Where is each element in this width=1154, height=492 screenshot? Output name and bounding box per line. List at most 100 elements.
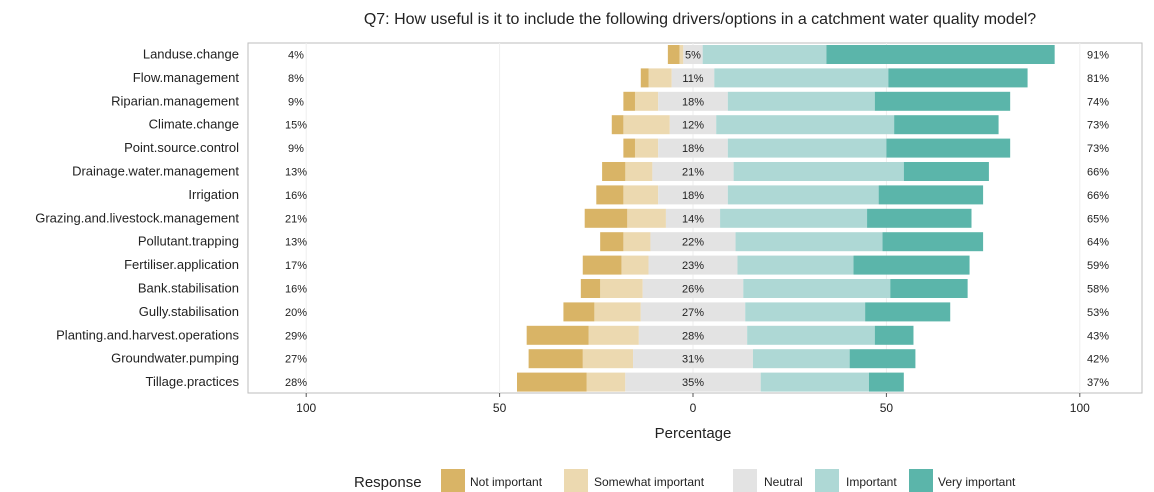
legend-label-important: Important <box>846 475 897 489</box>
neutral-percent-label: 35% <box>682 377 704 389</box>
bar-grazing-and-livestock-management-important <box>720 208 868 228</box>
bar-riparian-management-important <box>727 91 875 111</box>
right-percent-label: 64% <box>1087 237 1109 249</box>
labels-group: Landuse.change 4% 5% 91% Flow.management 8% 11… <box>35 47 1109 390</box>
bar-point-source-control-neutral <box>658 138 728 158</box>
right-percent-label: 59% <box>1087 260 1109 272</box>
bar-tillage-practices-neutral <box>625 372 761 392</box>
bar-point-source-control-somewhat-important <box>634 138 659 158</box>
bar-riparian-management-neutral <box>658 91 728 111</box>
neutral-percent-label: 11% <box>682 73 703 85</box>
bar-planting-and-harvest-operations-very-important <box>874 325 914 345</box>
bar-drainage-water-management-important <box>733 162 904 181</box>
x-tick-label: 0 <box>690 401 697 415</box>
bar-point-source-control-very-important <box>886 138 1011 158</box>
legend: Response Not important Somewhat important N… <box>354 469 1016 492</box>
bar-tillage-practices-important <box>760 372 869 392</box>
chart-title: Q7: How useful is it to include the foll… <box>364 11 1036 28</box>
left-percent-label: 16% <box>285 190 307 202</box>
bar-drainage-water-management-very-important <box>903 162 989 181</box>
bar-flow-management-not-important <box>640 68 649 88</box>
bar-planting-and-harvest-operations-important <box>747 325 875 345</box>
right-percent-label: 91% <box>1087 50 1109 62</box>
bar-climate-change-very-important <box>894 115 999 135</box>
bar-irrigation-very-important <box>878 185 984 205</box>
left-percent-label: 4% <box>288 50 304 62</box>
right-percent-label: 43% <box>1087 330 1109 342</box>
bar-riparian-management-very-important <box>874 91 1011 111</box>
category-label: Landuse.change <box>143 47 239 62</box>
bar-groundwater-pumping-not-important <box>528 349 583 369</box>
category-label: Fertiliser.application <box>124 257 239 272</box>
neutral-percent-label: 31% <box>682 354 704 366</box>
bar-gully-stabilisation-important <box>745 302 866 322</box>
bar-grazing-and-livestock-management-not-important <box>584 208 628 228</box>
bar-tillage-practices-not-important <box>517 372 587 392</box>
bar-landuse-change-neutral <box>683 45 703 64</box>
neutral-percent-label: 18% <box>682 143 704 155</box>
category-label: Pollutant.trapping <box>138 234 239 249</box>
category-label: Drainage.water.management <box>72 164 239 179</box>
bar-irrigation-neutral <box>658 185 728 205</box>
bar-point-source-control-important <box>727 138 887 158</box>
bar-groundwater-pumping-neutral <box>633 349 753 369</box>
category-label: Tillage.practices <box>146 374 240 389</box>
category-label: Grazing.and.livestock.management <box>35 210 239 225</box>
right-percent-label: 53% <box>1087 307 1109 319</box>
bar-fertiliser-application-neutral <box>648 255 738 275</box>
right-percent-label: 74% <box>1087 96 1109 108</box>
bar-gully-stabilisation-not-important <box>563 302 595 322</box>
neutral-percent-label: 18% <box>682 190 704 202</box>
legend-label-very-important: Very important <box>938 475 1016 489</box>
category-label: Irrigation <box>188 187 239 202</box>
bar-irrigation-somewhat-important <box>623 185 659 205</box>
neutral-percent-label: 23% <box>682 260 704 272</box>
bar-bank-stabilisation-important <box>743 279 891 298</box>
bar-riparian-management-somewhat-important <box>634 91 659 111</box>
bar-irrigation-important <box>727 185 879 205</box>
left-percent-label: 29% <box>285 330 307 342</box>
right-percent-label: 37% <box>1087 377 1109 389</box>
bar-bank-stabilisation-somewhat-important <box>600 279 643 298</box>
neutral-percent-label: 27% <box>682 307 704 319</box>
x-tick-label: 50 <box>880 401 894 415</box>
left-percent-label: 9% <box>288 96 304 108</box>
bar-pollutant-trapping-somewhat-important <box>623 232 651 252</box>
bar-fertiliser-application-very-important <box>853 255 970 275</box>
neutral-percent-label: 26% <box>682 284 704 296</box>
neutral-percent-label: 21% <box>682 167 704 179</box>
right-percent-label: 66% <box>1087 167 1109 179</box>
bar-bank-stabilisation-very-important <box>890 279 968 298</box>
bar-climate-change-somewhat-important <box>623 115 670 135</box>
neutral-percent-label: 18% <box>682 96 704 108</box>
category-label: Riparian.management <box>111 93 239 108</box>
left-percent-label: 16% <box>285 284 307 296</box>
bar-tillage-practices-somewhat-important <box>586 372 626 392</box>
category-label: Bank.stabilisation <box>138 281 239 296</box>
bar-flow-management-somewhat-important <box>648 68 672 88</box>
right-percent-label: 73% <box>1087 143 1109 155</box>
bar-pollutant-trapping-not-important <box>600 232 624 252</box>
bar-landuse-change-somewhat-important <box>679 45 684 64</box>
bar-flow-management-important <box>714 68 889 88</box>
bar-bank-stabilisation-neutral <box>642 279 744 298</box>
legend-title: Response <box>354 474 422 491</box>
legend-swatch-important <box>815 469 839 492</box>
category-label: Gully.stabilisation <box>139 304 239 319</box>
bar-point-source-control-not-important <box>623 138 635 158</box>
neutral-percent-label: 28% <box>682 330 704 342</box>
right-percent-label: 58% <box>1087 284 1109 296</box>
bar-grazing-and-livestock-management-somewhat-important <box>627 208 666 228</box>
legend-swatch-very-important <box>909 469 933 492</box>
left-percent-label: 17% <box>285 260 307 272</box>
category-label: Flow.management <box>133 70 240 85</box>
legend-swatch-neutral <box>733 469 757 492</box>
bar-groundwater-pumping-very-important <box>849 349 916 369</box>
bar-drainage-water-management-not-important <box>602 162 626 181</box>
bar-pollutant-trapping-important <box>735 232 883 252</box>
x-axis-label: Percentage <box>655 425 732 442</box>
bar-grazing-and-livestock-management-neutral <box>665 208 721 228</box>
bar-gully-stabilisation-somewhat-important <box>594 302 641 322</box>
bar-drainage-water-management-neutral <box>652 162 734 181</box>
